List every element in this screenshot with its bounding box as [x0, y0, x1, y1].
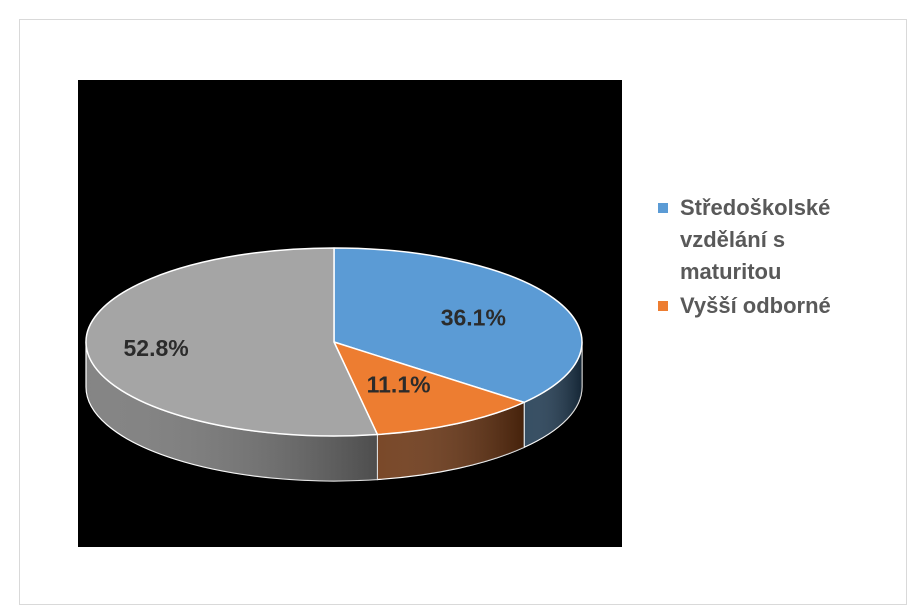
legend-swatch-higher-vocational: [658, 301, 668, 311]
pie-side-shade-higher-vocational: [377, 402, 525, 480]
data-label-secondary-with-maturita: 36.1%: [441, 304, 506, 330]
pie-tops: [85, 247, 583, 437]
legend-item-higher-vocational: Vyšší odborné: [658, 290, 898, 322]
pie-slice-secondary-with-maturita: [333, 247, 583, 404]
pie-slice-other: [85, 247, 379, 437]
legend-label-secondary: Středoškolské vzdělání s maturitou: [680, 195, 831, 284]
pie-chart: 36.1% 11.1% 52.8%: [85, 247, 583, 482]
legend: Středoškolské vzdělání s maturitou Vyšší…: [658, 192, 898, 324]
data-label-other: 52.8%: [123, 335, 188, 361]
plot-area: 36.1% 11.1% 52.8%: [78, 80, 622, 547]
legend-label-higher-vocational: Vyšší odborné: [680, 293, 831, 318]
pie-slice-higher-vocational: [333, 341, 525, 436]
pie-side-shade-other: [86, 342, 378, 481]
data-label-higher-vocational: 11.1%: [367, 371, 431, 397]
legend-swatch-secondary: [658, 203, 668, 213]
pie-side-shade-secondary-with-maturita: [524, 342, 582, 448]
legend-item-secondary-with-maturita: Středoškolské vzdělání s maturitou: [658, 192, 898, 288]
pie-labels: 36.1% 11.1% 52.8%: [123, 304, 505, 397]
